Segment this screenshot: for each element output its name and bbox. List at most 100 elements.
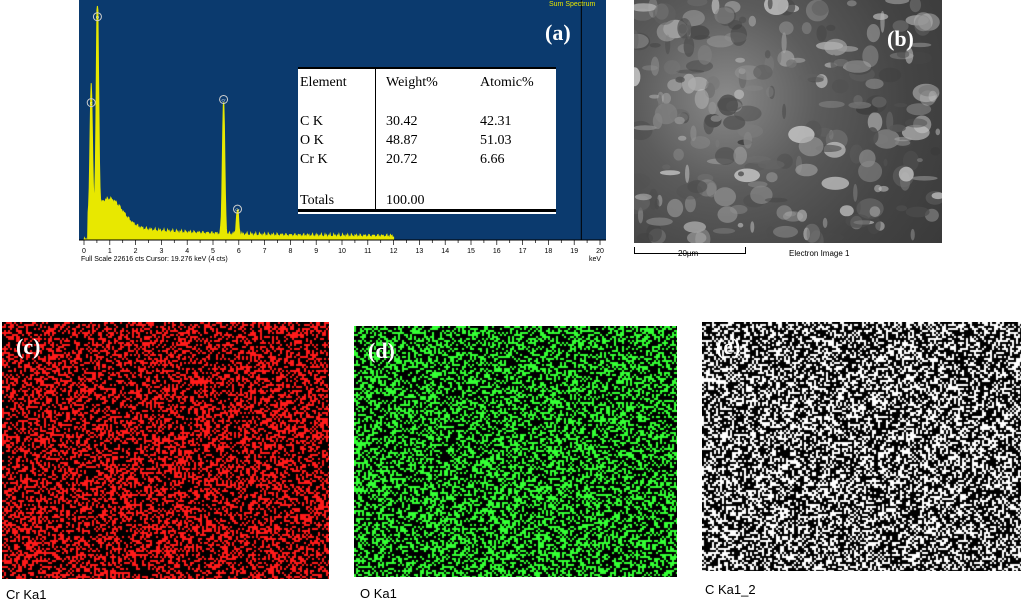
sem-particle — [797, 209, 808, 222]
panel-tag-d: (d) — [368, 338, 395, 363]
sem-particle — [910, 228, 915, 241]
sem-particle — [905, 15, 929, 26]
table-cell: 6.66 — [480, 152, 505, 167]
x-tick-label: 17 — [519, 248, 527, 255]
sem-particle — [649, 43, 661, 48]
sem-particle — [733, 146, 747, 165]
table-cell: C K — [300, 114, 323, 129]
sem-particle — [865, 78, 884, 90]
x-tick-label: 16 — [493, 248, 501, 255]
sem-particle — [880, 10, 885, 33]
sem-particle — [723, 115, 746, 130]
sem-particle — [764, 50, 771, 59]
spectrum-trace — [83, 5, 395, 241]
sem-particle — [667, 198, 684, 218]
sem-particle — [656, 22, 678, 42]
sem-particle — [821, 176, 850, 190]
sem-particle — [715, 147, 736, 165]
x-tick-label: 1 — [108, 248, 112, 255]
sem-particle — [687, 76, 709, 91]
sem-particle — [712, 228, 736, 234]
sem-particle — [730, 24, 747, 46]
x-tick-label: 4 — [185, 248, 189, 255]
x-tick-label: 8 — [288, 248, 292, 255]
table-cell: Cr K — [300, 152, 328, 167]
cr-map-caption: Cr Ka1 — [6, 587, 47, 602]
sem-particle — [935, 128, 941, 136]
sem-particle — [716, 97, 743, 112]
sem-particle — [634, 29, 639, 50]
sem-particle — [738, 68, 746, 75]
sem-particle — [898, 166, 914, 182]
sem-particle — [638, 207, 644, 224]
sem-particle — [885, 0, 910, 5]
x-tick-label: 20 — [596, 248, 604, 255]
sem-particle — [811, 0, 829, 16]
sem-particle — [661, 92, 671, 104]
peak-label: O — [96, 15, 99, 20]
sem-particle — [862, 45, 879, 68]
sem-particle — [803, 227, 810, 241]
sem-particle — [822, 217, 828, 228]
sem-particle — [734, 89, 745, 100]
x-tick-label: 10 — [338, 248, 346, 255]
x-tick-label: 13 — [416, 248, 424, 255]
sem-particle — [715, 139, 720, 148]
x-tick-label: 2 — [134, 248, 138, 255]
sem-particle — [697, 173, 714, 183]
sem-particle — [843, 60, 872, 73]
sem-particle — [795, 163, 818, 177]
sem-particle — [642, 65, 658, 71]
sem-particle — [773, 225, 798, 238]
sem-particle — [845, 214, 871, 228]
sem-particle — [724, 32, 748, 43]
sem-texture — [634, 0, 942, 243]
cr-map-texture — [2, 322, 329, 579]
electron-image-label: Electron Image 1 — [789, 249, 850, 258]
sem-particle — [909, 42, 932, 48]
sem-particle — [911, 176, 938, 181]
sem-particle — [634, 120, 653, 141]
sem-particle — [803, 223, 821, 243]
sem-particle — [677, 18, 692, 39]
table-bottom-rule — [298, 209, 556, 212]
sem-particle — [714, 7, 735, 24]
sem-particle — [798, 136, 824, 157]
panel-tag-a: (a) — [545, 20, 571, 45]
sem-particle — [708, 101, 717, 115]
composition-table: Element Weight% Atomic% C K 30.42 42.31 … — [298, 67, 556, 214]
table-totals-value: 100.00 — [386, 193, 425, 208]
sem-particle — [687, 180, 708, 194]
sem-particle — [717, 206, 738, 223]
sem-particle — [706, 182, 717, 198]
sem-particle — [848, 101, 872, 109]
axis-strip — [79, 240, 606, 256]
table-cell: 42.31 — [480, 114, 512, 129]
table-header-weight: Weight% — [386, 75, 438, 90]
sem-particle — [662, 164, 671, 170]
x-tick-label: 7 — [263, 248, 267, 255]
sem-particle — [646, 223, 662, 242]
sem-particle — [878, 67, 902, 83]
sem-particle — [856, 200, 861, 214]
peak-marker — [92, 12, 102, 22]
sem-particle — [634, 67, 641, 87]
peak-label: Cr — [221, 97, 226, 102]
sem-particle — [866, 127, 879, 145]
peak-label: C — [90, 101, 93, 106]
sem-particle — [649, 94, 660, 99]
sem-particle — [779, 21, 794, 35]
x-tick-label: 18 — [545, 248, 553, 255]
table-cell: 30.42 — [386, 114, 418, 129]
sem-particle — [816, 41, 844, 50]
sem-particle — [853, 183, 858, 202]
sem-particle — [694, 89, 709, 109]
peak-label: Cr — [235, 207, 240, 212]
sem-particle — [634, 195, 651, 211]
sem-particle — [866, 23, 880, 43]
c-element-map: (e) — [702, 322, 1021, 571]
sem-particle — [878, 185, 889, 192]
sem-particle — [685, 164, 690, 183]
sem-particle — [846, 0, 857, 7]
sem-particle — [766, 226, 776, 238]
